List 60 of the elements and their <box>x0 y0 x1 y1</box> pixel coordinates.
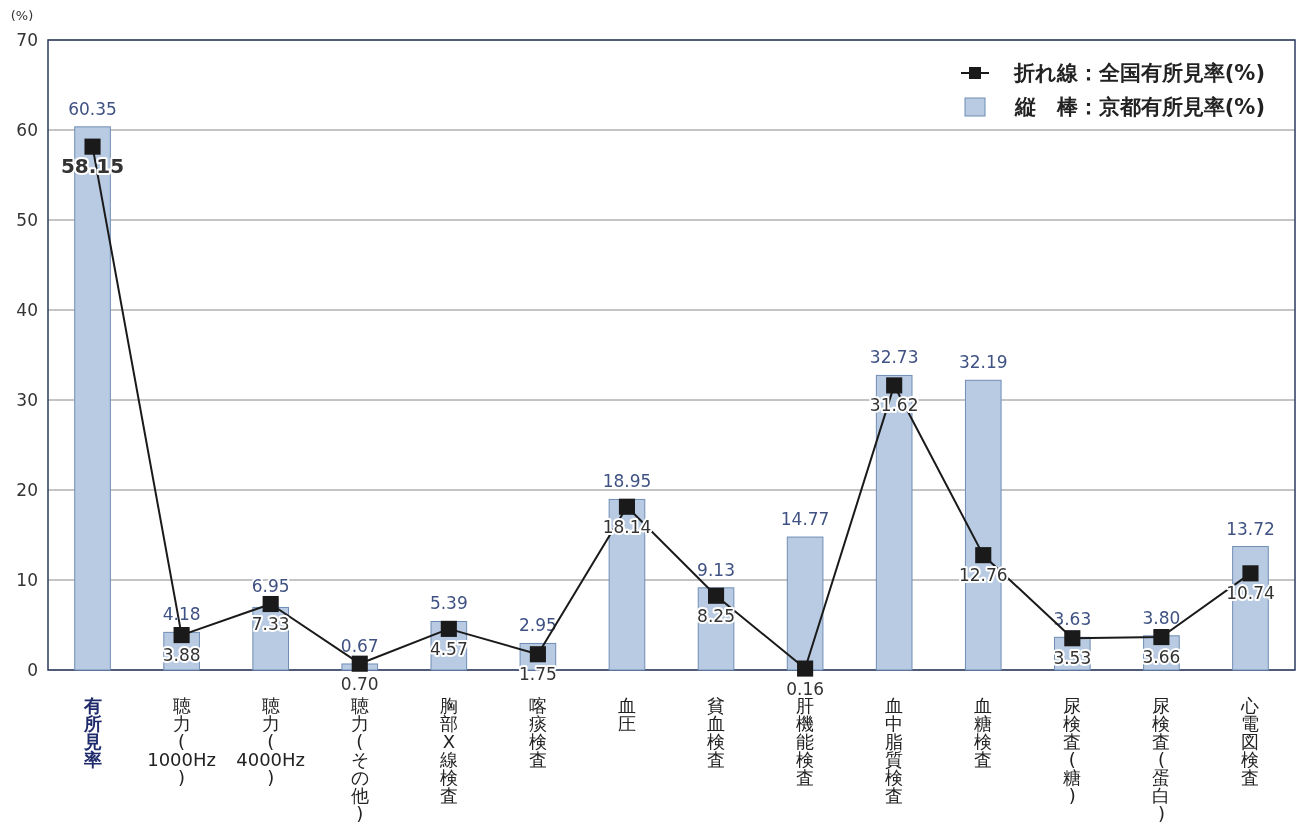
data-label: 6.95 <box>251 576 290 597</box>
x-tick-label: 尿検査(蛋白) <box>1152 695 1171 824</box>
point <box>618 498 636 515</box>
data-label: 14.77 <box>780 509 830 530</box>
y-tick-label: 30 <box>16 389 38 410</box>
x-tick-label: 胸部X線検査 <box>438 695 458 806</box>
data-label: 3.53 <box>1053 648 1092 669</box>
y-tick-label: 10 <box>16 569 38 590</box>
data-label: 18.95 <box>602 471 652 492</box>
point <box>173 627 190 644</box>
data-label: 4.57 <box>429 638 468 659</box>
y-tick-label: 60 <box>16 119 38 140</box>
data-label: 2.95 <box>518 615 557 636</box>
data-label: 3.63 <box>1053 609 1092 630</box>
data-label: 3.80 <box>1142 607 1181 628</box>
x-tick-label: 聴力(1000Hz) <box>147 695 217 788</box>
point <box>262 595 279 613</box>
y-tick-label: 70 <box>16 29 38 50</box>
x-tick-label: 血糖検査 <box>974 695 993 770</box>
data-label: 10.74 <box>1226 583 1275 604</box>
point <box>84 138 101 155</box>
data-label: 9.13 <box>697 559 735 580</box>
x-tick-label: 血中脂質検査 <box>885 695 904 806</box>
bar <box>786 536 824 671</box>
point <box>797 660 814 677</box>
data-label: 8.25 <box>697 605 735 626</box>
point <box>1153 629 1170 646</box>
data-label: 12.76 <box>958 565 1008 586</box>
data-label: 60.35 <box>68 98 117 119</box>
point <box>975 547 992 564</box>
data-label: 3.88 <box>162 645 201 666</box>
x-tick-label: 有所見率 <box>82 695 102 770</box>
data-label: 32.73 <box>869 347 919 368</box>
x-tick-label: 心電図検査 <box>1240 695 1260 788</box>
point <box>707 587 725 604</box>
y-tick-label: 40 <box>16 299 38 320</box>
x-tick-label: 尿検査(糖) <box>1063 695 1082 806</box>
data-label: 3.66 <box>1142 647 1181 668</box>
point <box>1064 630 1081 647</box>
data-label: 5.39 <box>429 593 468 614</box>
y-tick-label: 50 <box>16 209 38 230</box>
point <box>886 377 903 394</box>
x-tick-label: 聴力(4000Hz) <box>236 695 306 788</box>
data-label: 0.67 <box>340 635 379 656</box>
legend-label: 縦 棒：京都有所見率(%) <box>1013 95 1265 119</box>
x-tick-label: 聴力(その他) <box>350 695 369 824</box>
point <box>351 655 368 672</box>
y-tick-label: 20 <box>16 479 38 500</box>
legend-label: 折れ線：全国有所見率(%) <box>1012 61 1265 85</box>
y-axis-title: (%) <box>10 8 34 23</box>
point <box>440 620 457 637</box>
x-tick-label: 血圧 <box>617 695 636 734</box>
data-label: 32.19 <box>958 352 1008 373</box>
x-tick-label: 喀痰検査 <box>528 695 547 770</box>
data-label: 13.72 <box>1226 518 1275 539</box>
data-label: 7.33 <box>251 614 290 635</box>
x-tick-label: 貧血検査 <box>707 695 726 770</box>
point <box>1242 565 1259 582</box>
data-label: 0.70 <box>340 673 379 694</box>
y-tick-label: 0 <box>27 659 38 680</box>
